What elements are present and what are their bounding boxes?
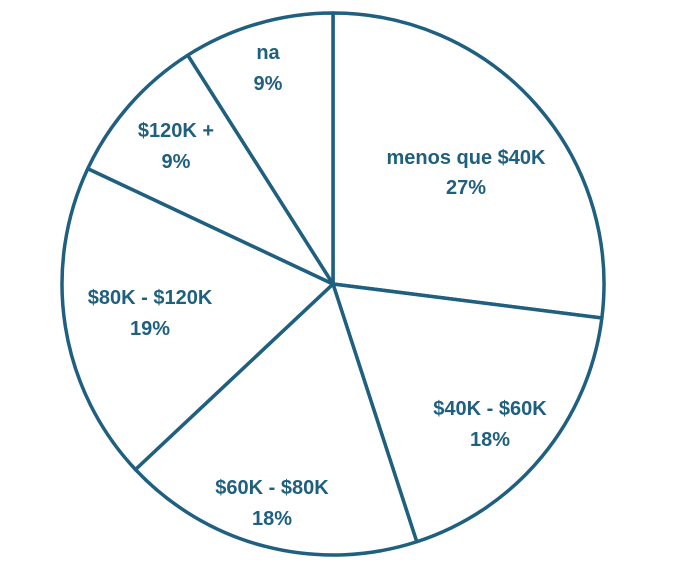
slice-label-120k-plus: $120K + [138, 120, 214, 142]
slice-value-60k-80k: 18% [252, 508, 292, 530]
slice-label-na: na [256, 42, 280, 64]
pie-slice-0 [331, 11, 606, 320]
pie-slice-5 [186, 11, 335, 286]
pie-slices [60, 11, 606, 557]
pie-slice-1 [331, 282, 604, 544]
pie-slice-3 [60, 166, 335, 472]
slice-label-60k-80k: $60K - $80K [215, 477, 329, 499]
slice-value-120k-plus: 9% [162, 151, 191, 173]
slice-label-40k-60k: $40K - $60K [433, 398, 547, 420]
slice-value-na: 9% [254, 73, 283, 95]
slice-label-menos-que-40k: menos que $40K [387, 147, 547, 169]
pie-slice-4 [86, 53, 335, 286]
pie-slice-2 [133, 282, 419, 557]
slice-value-40k-60k: 18% [470, 429, 510, 451]
slice-label-80k-120k: $80K - $120K [88, 287, 213, 309]
slice-value-80k-120k: 19% [130, 318, 170, 340]
slice-value-menos-que-40k: 27% [446, 177, 486, 199]
pie-labels: menos que $40K 27% $40K - $60K 18% $60K … [88, 42, 548, 530]
